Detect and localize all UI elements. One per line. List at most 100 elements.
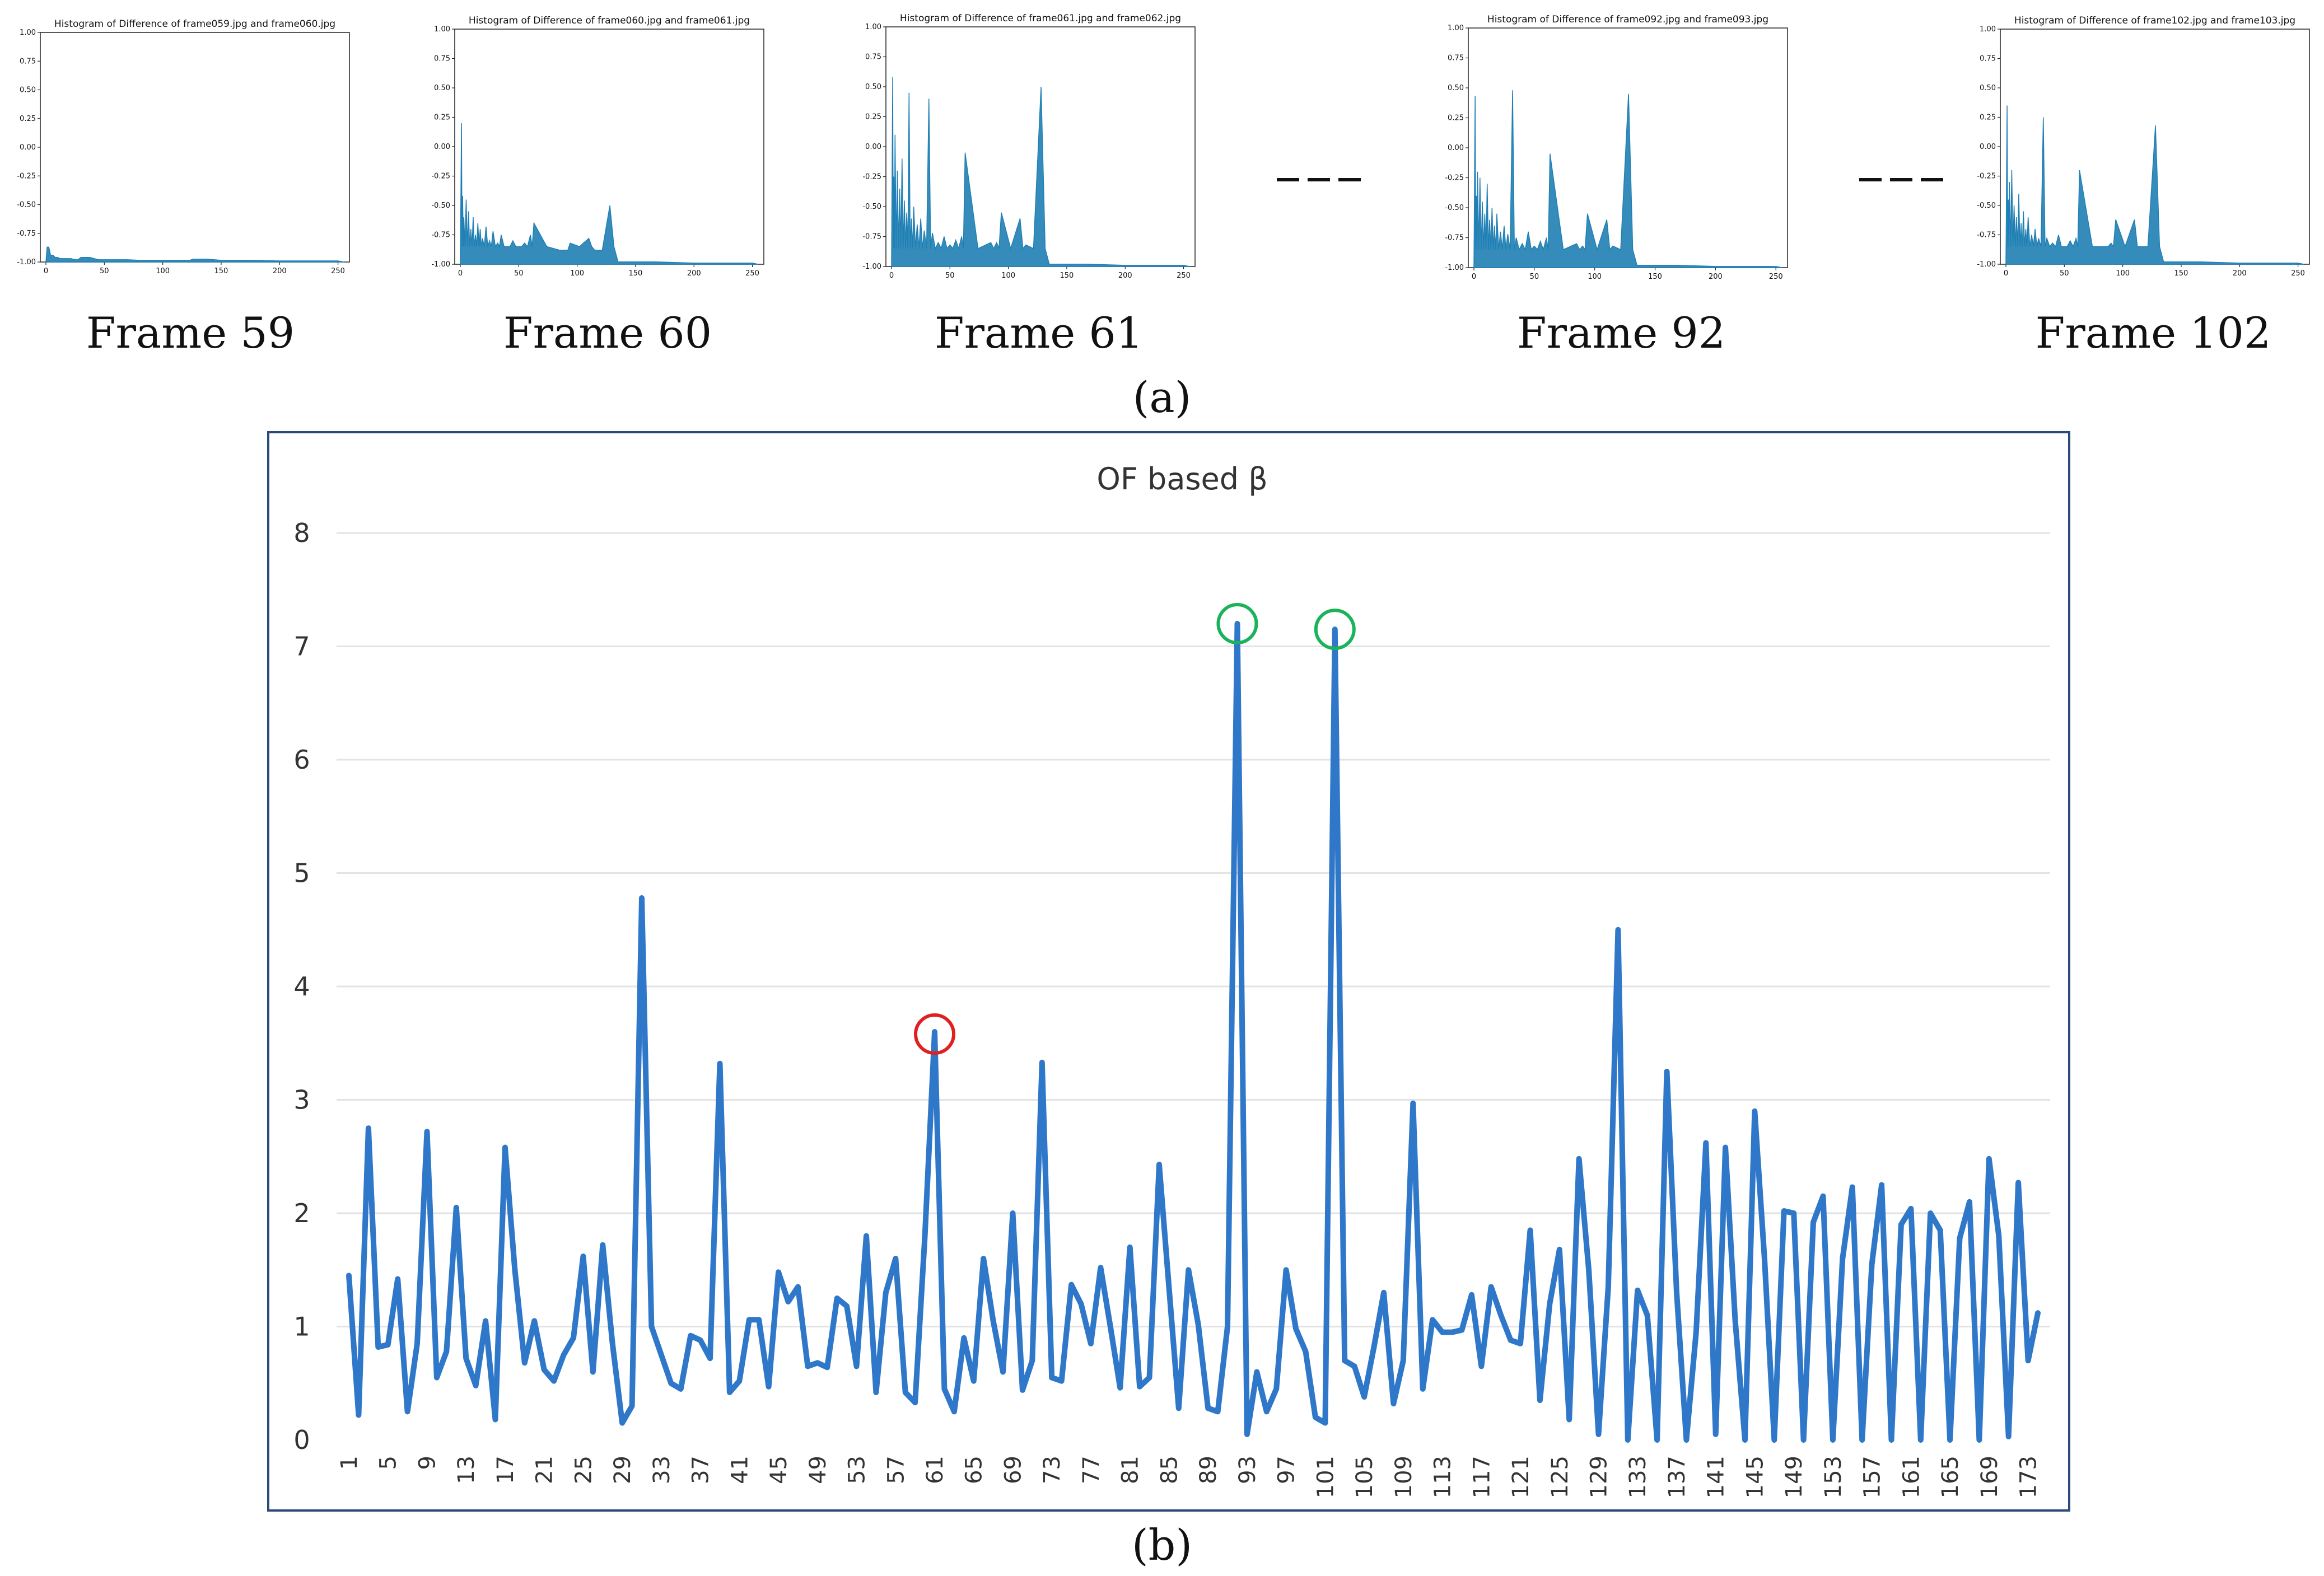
x-tick-label: 125 <box>1547 1456 1573 1498</box>
x-tick-label: 105 <box>1352 1456 1378 1498</box>
mini-y-tick-label: 0.50 <box>865 83 881 91</box>
ellipsis-dash <box>1859 178 1882 181</box>
x-tick-label: 117 <box>1469 1456 1495 1498</box>
mini-y-tick-label: 1.00 <box>434 25 450 34</box>
x-tick-label: 101 <box>1313 1456 1338 1498</box>
mini-y-tick-label: 0.00 <box>1980 143 1996 151</box>
mini-x-tick-label: 250 <box>1177 272 1191 280</box>
mini-x-tick-label: 50 <box>1530 273 1539 281</box>
x-tick-label: 145 <box>1742 1456 1768 1498</box>
x-tick-label: 149 <box>1781 1456 1807 1498</box>
data-point <box>407 1411 408 1412</box>
mini-y-tick-label: -0.25 <box>1977 172 1996 181</box>
data-point <box>495 1419 496 1420</box>
mini-y-tick-label: -0.75 <box>431 231 450 240</box>
mini-plot-frame <box>40 32 350 263</box>
x-tick-label: 33 <box>649 1456 675 1484</box>
data-point <box>1930 1213 1931 1214</box>
data-point <box>475 1385 477 1386</box>
data-point <box>1149 1377 1150 1378</box>
mini-chart-title: Histogram of Difference of frame059.jpg … <box>54 18 335 30</box>
mini-y-tick-label: -1.00 <box>862 263 881 271</box>
mini-histogram-series <box>891 77 1190 267</box>
mini-x-tick-label: 200 <box>1709 273 1723 281</box>
data-point <box>1354 1365 1355 1367</box>
mini-y-tick-label: -1.00 <box>1445 264 1464 272</box>
x-tick-label: 65 <box>962 1456 987 1484</box>
mini-histogram-series <box>2005 105 2304 265</box>
ellipsis-dash <box>1338 178 1361 181</box>
data-point <box>914 1402 916 1403</box>
mini-y-tick-label: 1.00 <box>1980 25 1996 34</box>
mini-y-tick-label: 0.75 <box>1980 55 1996 63</box>
x-tick-label: 37 <box>688 1456 714 1484</box>
ellipsis-dash <box>1890 178 1912 181</box>
mini-x-tick-label: 150 <box>629 269 643 278</box>
data-point <box>1520 1343 1521 1344</box>
x-tick-label: 5 <box>376 1456 402 1470</box>
mini-histogram-series <box>45 246 344 263</box>
x-tick-label: 161 <box>1898 1456 1924 1498</box>
mini-y-tick-label: -0.25 <box>431 172 450 181</box>
data-point <box>827 1367 828 1368</box>
data-point <box>1686 1439 1687 1441</box>
x-tick-label: 69 <box>1000 1456 1026 1484</box>
mini-chart-title: Histogram of Difference of frame061.jpg … <box>900 13 1181 24</box>
mini-x-tick-label: 0 <box>44 267 48 275</box>
mini-x-tick-label: 150 <box>1060 272 1074 280</box>
y-tick-label: 7 <box>293 632 310 662</box>
mini-y-tick-label: 0.00 <box>20 143 36 152</box>
mini-x-tick-label: 50 <box>2060 269 2069 278</box>
frame-label-60: Frame 60 <box>503 308 712 358</box>
mini-y-tick-label: 0.25 <box>434 114 450 122</box>
data-point <box>885 1292 886 1293</box>
ellipsis-dash <box>1308 178 1330 181</box>
x-tick-label: 73 <box>1039 1456 1065 1484</box>
mini-y-tick-label: 0.75 <box>434 55 450 63</box>
x-tick-label: 121 <box>1508 1456 1534 1498</box>
data-point <box>1744 1439 1746 1441</box>
data-point <box>1383 1292 1384 1293</box>
y-tick-label: 6 <box>293 745 310 775</box>
data-point <box>856 1365 857 1367</box>
data-point <box>1178 1407 1179 1409</box>
chart-title: OF based β <box>1096 461 1267 497</box>
data-point <box>377 1346 379 1348</box>
x-tick-label: 109 <box>1391 1456 1417 1498</box>
y-tick-label: 1 <box>293 1312 310 1342</box>
mini-histogram: Histogram of Difference of frame061.jpg … <box>862 13 1196 280</box>
y-tick-label: 0 <box>293 1425 310 1455</box>
beta-series-line <box>346 621 2041 1443</box>
data-point <box>1471 1294 1472 1296</box>
data-point <box>417 1343 418 1344</box>
mini-x-tick-label: 250 <box>1769 273 1783 281</box>
y-tick-label: 5 <box>293 858 310 888</box>
data-point <box>1334 629 1336 630</box>
mini-x-tick-label: 100 <box>1588 273 1602 281</box>
mini-y-tick-label: 0.25 <box>865 113 881 121</box>
mini-x-tick-label: 200 <box>273 267 287 275</box>
mini-x-tick-label: 100 <box>2116 269 2130 278</box>
mini-y-tick-label: 0.25 <box>20 115 36 123</box>
mini-y-tick-label: -0.75 <box>1445 234 1464 242</box>
data-point <box>1276 1388 1277 1390</box>
mini-chart-title: Histogram of Difference of frame102.jpg … <box>2014 15 2295 26</box>
data-point <box>1071 1284 1072 1285</box>
data-point <box>1803 1439 1804 1441</box>
data-point <box>768 1386 769 1387</box>
mini-y-tick-label: 0.75 <box>1448 54 1464 63</box>
data-point <box>1569 1419 1570 1420</box>
x-tick-label: 165 <box>1938 1456 1963 1498</box>
highlight-circle <box>914 1013 956 1055</box>
x-tick-label: 53 <box>844 1456 870 1484</box>
mini-y-tick-label: -1.00 <box>1977 260 1996 269</box>
data-point <box>1539 1400 1541 1401</box>
panel-a-label: (a) <box>1132 372 1192 422</box>
mini-x-tick-label: 150 <box>1648 273 1662 281</box>
mini-x-tick-label: 200 <box>1118 272 1132 280</box>
mini-x-tick-label: 250 <box>2291 269 2305 278</box>
y-tick-label: 4 <box>293 971 310 1002</box>
data-point <box>1305 1351 1306 1352</box>
x-tick-label: 97 <box>1274 1456 1300 1484</box>
mini-y-tick-label: 0.50 <box>1448 84 1464 92</box>
